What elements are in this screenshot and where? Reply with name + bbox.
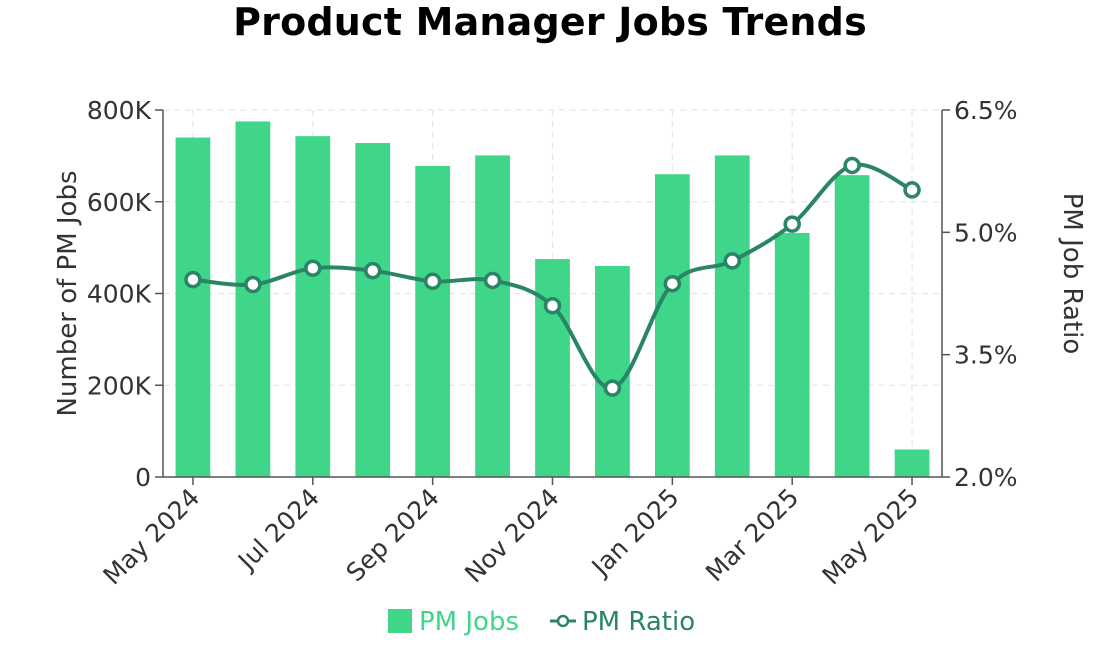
ratio-point-jul-2024: [304, 259, 322, 277]
x-tick-label: Jan 2025: [585, 483, 685, 583]
bar-aug-2024: [355, 143, 391, 477]
ratio-point-may-2025: [903, 181, 921, 199]
bar-nov-2024: [535, 259, 570, 477]
x-tick-label: Mar 2025: [700, 483, 804, 587]
y-axis-left-title: Number of PM Jobs: [53, 170, 83, 416]
right-tick-label: 5.0%: [954, 218, 1018, 247]
left-tick-label: 600K: [87, 188, 152, 217]
legend-line-marker: [556, 614, 570, 628]
right-tick-label: 6.5%: [954, 96, 1018, 125]
y-axis-right-title: PM Job Ratio: [1057, 193, 1087, 354]
ratio-point-feb-2025: [723, 252, 742, 270]
bar-mar-2025: [774, 232, 810, 477]
x-tick-label: Sep 2024: [340, 483, 444, 587]
x-tick-label: Nov 2024: [459, 483, 565, 589]
ratio-point-nov-2024: [543, 296, 562, 315]
ratio-point-dec-2024: [603, 379, 622, 397]
ratio-point-may-2024: [184, 270, 202, 289]
x-tick-label: May 2024: [98, 483, 206, 591]
x-tick-label: Jul 2024: [231, 483, 325, 577]
ratio-point-jun-2024: [244, 275, 262, 294]
bar-may-2025: [894, 449, 930, 477]
bar-oct-2024: [475, 155, 510, 477]
legend-bar-swatch: [388, 609, 412, 633]
bar-jan-2025: [654, 174, 690, 477]
ratio-point-mar-2025: [783, 215, 801, 233]
ratio-point-apr-2025: [843, 156, 861, 175]
ratio-point-aug-2024: [363, 261, 382, 280]
left-tick-label: 400K: [87, 280, 152, 309]
ratio-point-oct-2024: [483, 271, 502, 290]
bar-jun-2024: [235, 121, 271, 477]
chart-title: Product Manager Jobs Trends: [233, 0, 867, 44]
bar-may-2024: [175, 137, 211, 477]
legend-label-pm-jobs: PM Jobs: [419, 607, 519, 637]
bar-apr-2025: [834, 175, 870, 477]
left-tick-label: 0: [135, 463, 151, 492]
legend-label-pm-ratio: PM Ratio: [582, 607, 695, 637]
right-tick-label: 3.5%: [954, 341, 1018, 370]
bar-feb-2025: [714, 155, 750, 477]
ratio-point-sep-2024: [423, 272, 442, 291]
left-tick-label: 200K: [87, 371, 152, 400]
ratio-point-jan-2025: [663, 274, 682, 293]
right-tick-label: 2.0%: [954, 463, 1018, 492]
bar-dec-2024: [595, 265, 630, 477]
bar-sep-2024: [415, 165, 451, 477]
left-tick-label: 800K: [87, 96, 152, 125]
bar-jul-2024: [295, 136, 331, 477]
x-tick-label: May 2025: [817, 483, 925, 591]
